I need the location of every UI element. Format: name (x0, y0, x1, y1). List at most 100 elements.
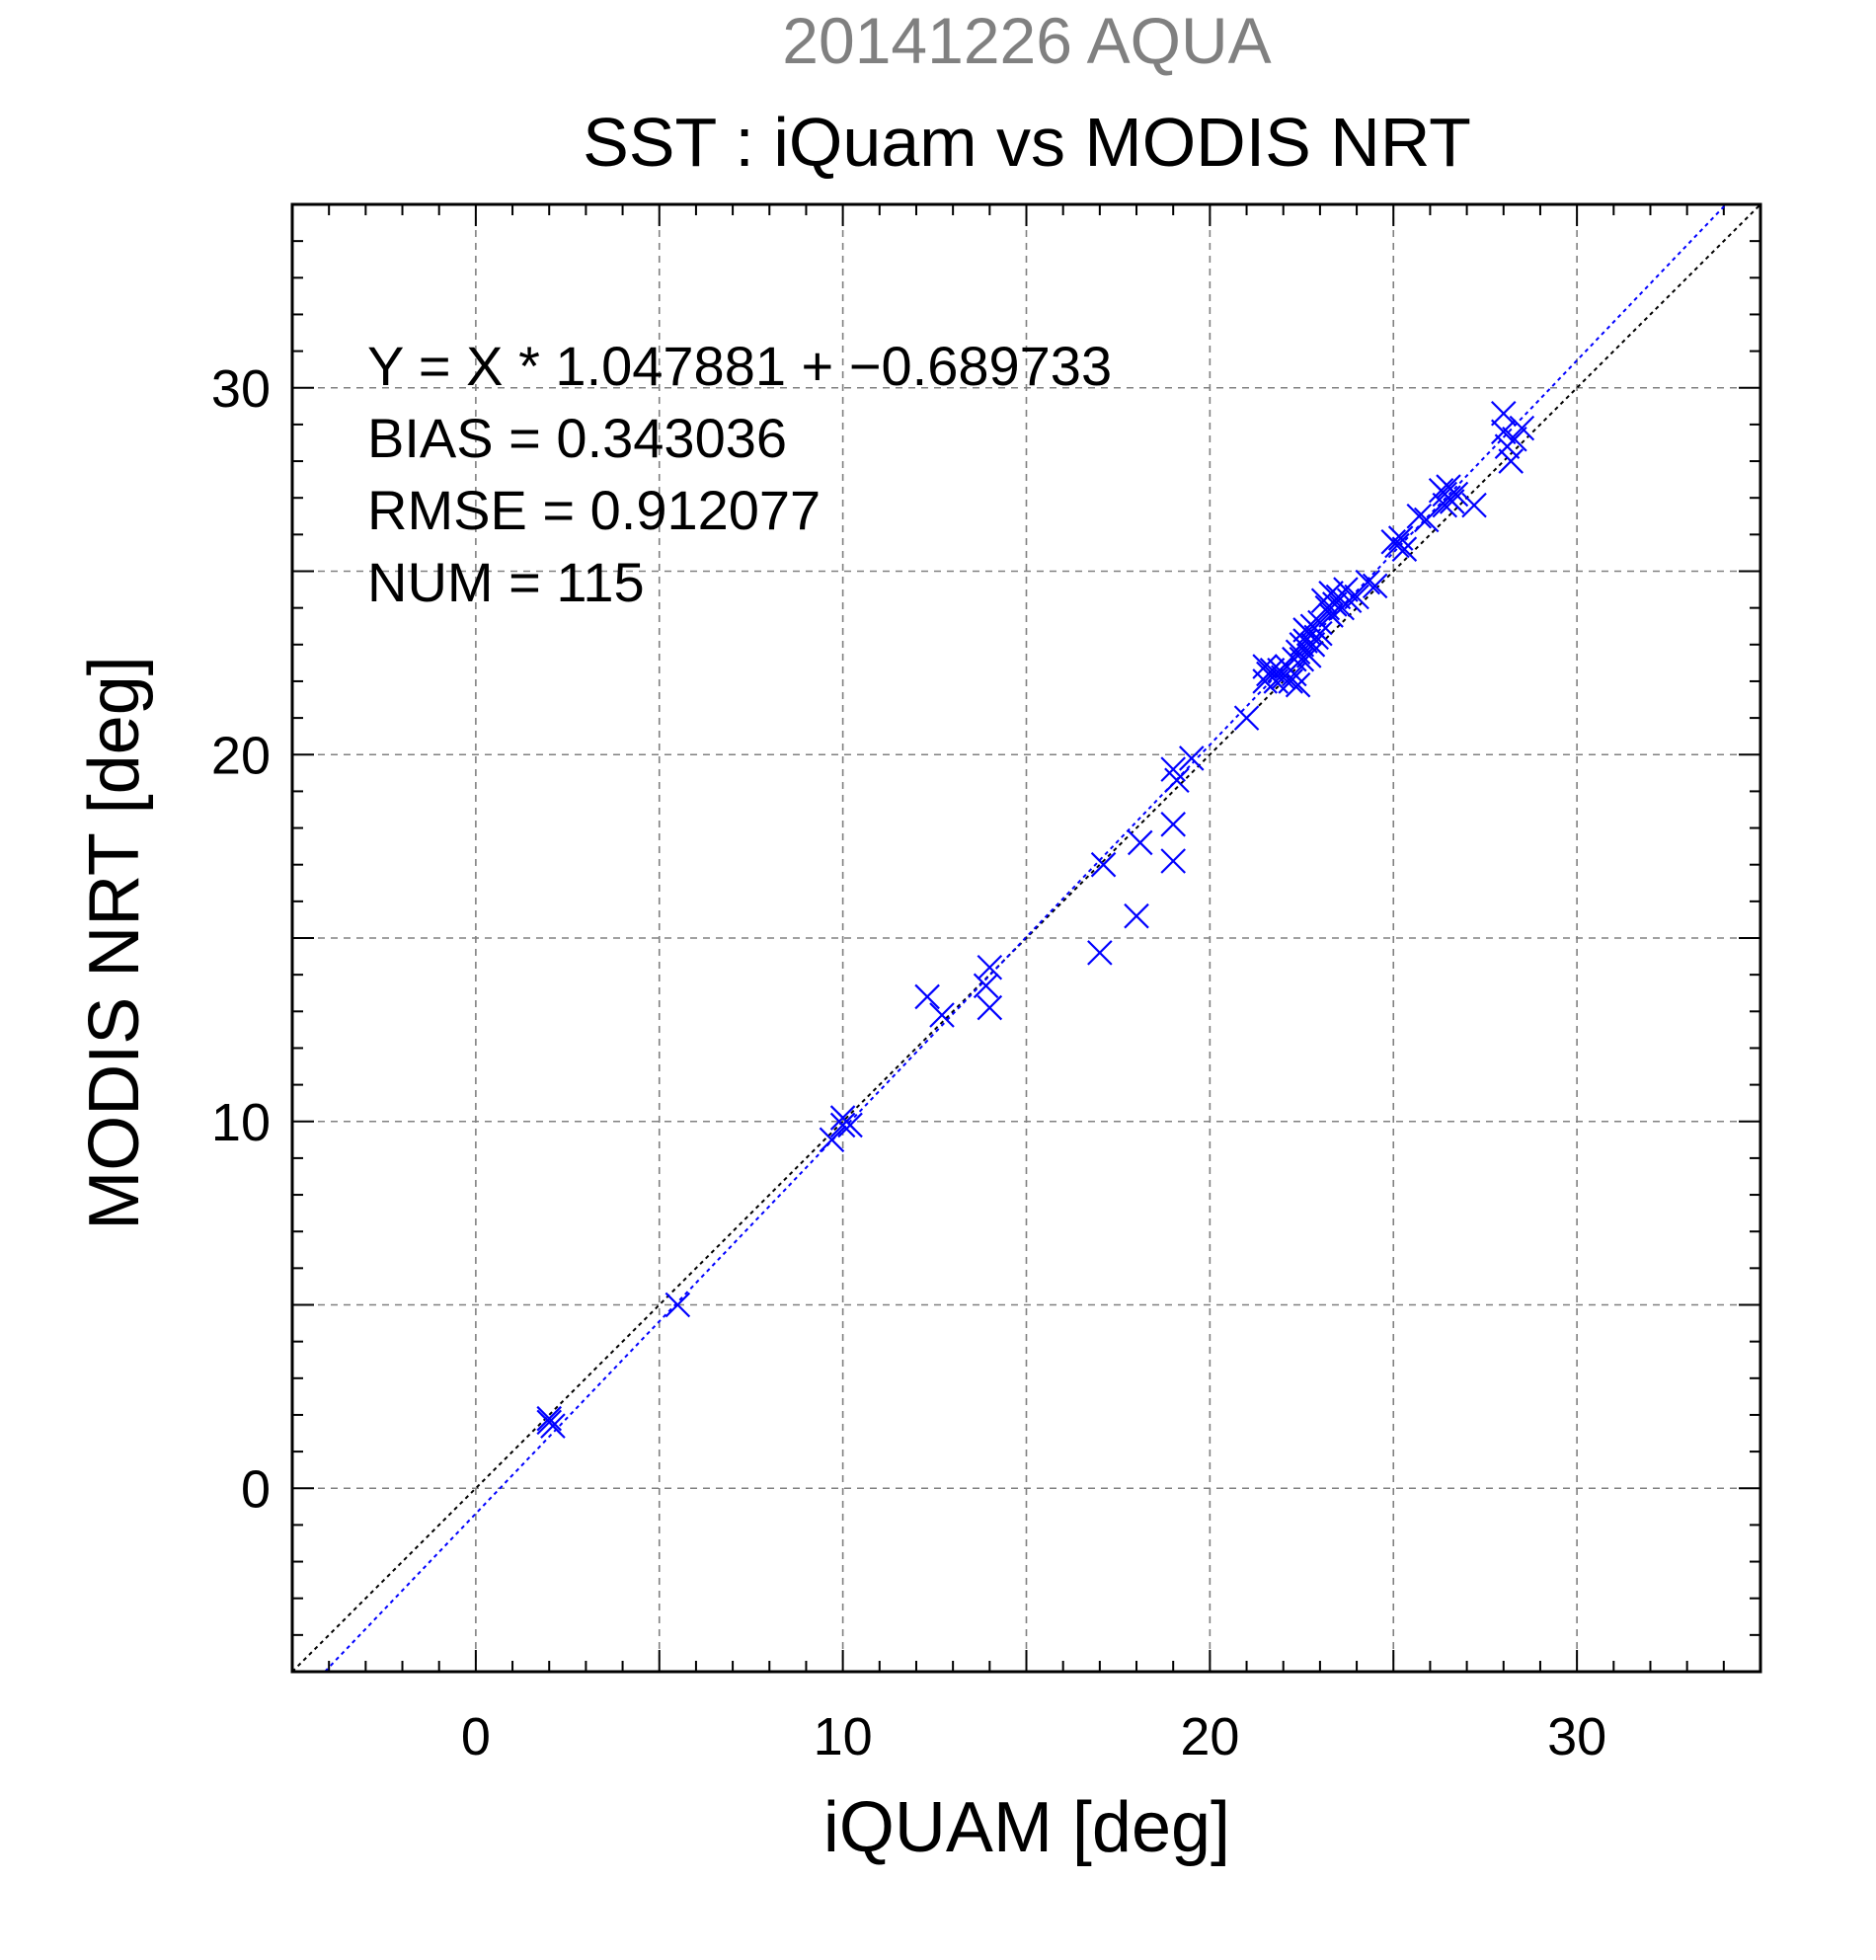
stats-line: NUM = 115 (367, 551, 645, 613)
x-tick-label: 10 (814, 1707, 873, 1766)
data-point (1090, 851, 1117, 878)
data-point (1502, 426, 1527, 452)
data-point-stroke (1490, 419, 1517, 445)
data-point (819, 1127, 845, 1153)
data-point-stroke (1285, 671, 1311, 698)
data-point (1179, 745, 1205, 771)
x-tick-label: 20 (1180, 1707, 1239, 1766)
data-point (1490, 419, 1517, 445)
data-point (1299, 632, 1326, 658)
data-point-stroke (1233, 705, 1260, 731)
data-point-stroke (1307, 620, 1333, 647)
data-point (536, 1405, 563, 1432)
data-point-stroke (1259, 658, 1286, 683)
data-point-stroke (1391, 536, 1418, 562)
data-point (929, 1002, 955, 1028)
data-point (1252, 654, 1278, 679)
data-point-stroke (1461, 492, 1487, 518)
data-point (1252, 668, 1278, 694)
data-point-stroke (1090, 851, 1117, 878)
data-point (1432, 492, 1458, 518)
data-point (1490, 400, 1517, 427)
data-point (1344, 584, 1369, 610)
x-tick-label: 30 (1547, 1707, 1606, 1766)
data-point-stroke (1502, 426, 1527, 452)
data-point-stroke (1307, 609, 1333, 636)
data-point-stroke (1333, 577, 1359, 602)
data-point-stroke (977, 994, 1003, 1021)
data-point-stroke (1355, 569, 1381, 595)
data-point (1406, 503, 1433, 529)
data-point-stroke (664, 1292, 691, 1318)
data-point (1461, 492, 1487, 518)
data-point (1282, 646, 1307, 672)
x-axis-label: iQUAM [deg] (823, 1788, 1230, 1867)
data-point-stroke (1432, 492, 1458, 518)
y-tick-label: 20 (211, 726, 271, 785)
data-point-stroke (1384, 532, 1410, 559)
data-point (1362, 573, 1388, 599)
data-point (837, 1112, 863, 1138)
data-point-stroke (1299, 632, 1326, 658)
data-point (1498, 448, 1524, 474)
data-point-stroke (1160, 848, 1186, 874)
data-point (1307, 620, 1333, 647)
data-point (1127, 829, 1153, 856)
data-point-stroke (1413, 507, 1440, 533)
data-point-stroke (1439, 489, 1465, 514)
data-point (1087, 940, 1113, 966)
data-point (1278, 668, 1303, 694)
stats-line: RMSE = 0.912077 (367, 479, 821, 541)
data-point-stroke (829, 1112, 856, 1138)
data-point-stroke (1160, 756, 1186, 782)
stats-line: Y = X * 1.047881 + −0.689733 (367, 335, 1112, 397)
grid-lines (292, 204, 1760, 1672)
data-point-stroke (536, 1405, 563, 1432)
data-point-stroke (1318, 581, 1344, 606)
chart-suptitle: 20141226 AQUA (782, 4, 1271, 77)
data-point-stroke (536, 1409, 563, 1436)
data-point-stroke (1282, 646, 1307, 672)
data-point (1439, 489, 1465, 514)
data-point (1160, 848, 1186, 874)
data-point-stroke (1498, 448, 1524, 474)
y-tick-label: 0 (241, 1459, 271, 1519)
data-point (1384, 532, 1410, 559)
data-point (1509, 415, 1535, 441)
data-point-stroke (929, 1002, 955, 1028)
y-tick-label: 10 (211, 1093, 271, 1152)
data-point-stroke (1278, 668, 1303, 694)
data-point (977, 994, 1003, 1021)
data-point-stroke (973, 973, 999, 999)
data-point (664, 1292, 691, 1318)
data-point-stroke (837, 1112, 863, 1138)
data-point-stroke (1252, 654, 1278, 679)
stats-annotation: Y = X * 1.047881 + −0.689733 BIAS = 0.343… (367, 335, 1112, 613)
x-tick-label: 0 (461, 1707, 491, 1766)
data-point (1307, 609, 1333, 636)
data-point-stroke (914, 983, 940, 1010)
data-point (914, 983, 940, 1010)
data-point (1321, 591, 1348, 617)
data-point (1355, 569, 1381, 595)
data-point-stroke (1124, 902, 1149, 929)
data-point-stroke (1406, 503, 1433, 529)
data-point (536, 1409, 563, 1436)
data-point-stroke (977, 954, 1003, 980)
data-point (1233, 705, 1260, 731)
data-point-stroke (1160, 812, 1186, 837)
data-point-stroke (819, 1127, 845, 1153)
data-point (1391, 536, 1418, 562)
data-point-stroke (1490, 400, 1517, 427)
data-point-stroke (1164, 767, 1190, 794)
data-point (1164, 767, 1190, 794)
chart-title: SST : iQuam vs MODIS NRT (583, 104, 1471, 181)
stats-line: BIAS = 0.343036 (367, 407, 787, 469)
data-point-stroke (1285, 639, 1311, 666)
y-axis-label: MODIS NRT [deg] (75, 656, 154, 1230)
data-point-stroke (1127, 829, 1153, 856)
data-points (536, 400, 1535, 1439)
data-point-stroke (1321, 591, 1348, 617)
